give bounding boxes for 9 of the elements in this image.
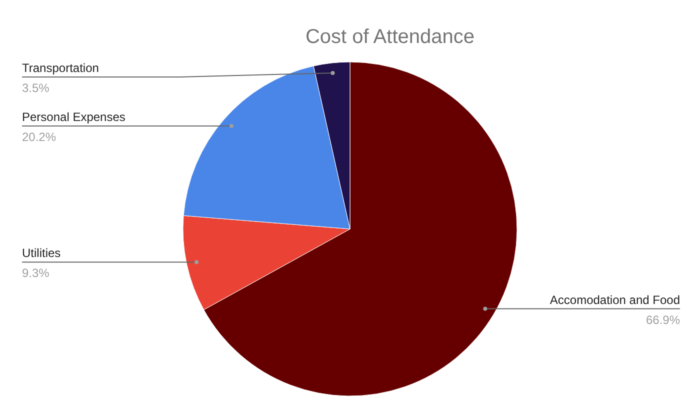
slice-label: Transportation bbox=[22, 61, 99, 75]
slice-label: Accomodation and Food bbox=[550, 292, 680, 307]
slice-label: Utilities bbox=[22, 246, 61, 260]
data-label: 9.3% bbox=[22, 266, 50, 280]
data-label: 66.9% bbox=[646, 312, 680, 327]
data-label: 20.2% bbox=[22, 130, 56, 144]
data-label: 3.5% bbox=[22, 81, 50, 95]
chart-title: Cost of Attendance bbox=[305, 26, 475, 48]
slice-label: Personal Expenses bbox=[22, 110, 126, 124]
